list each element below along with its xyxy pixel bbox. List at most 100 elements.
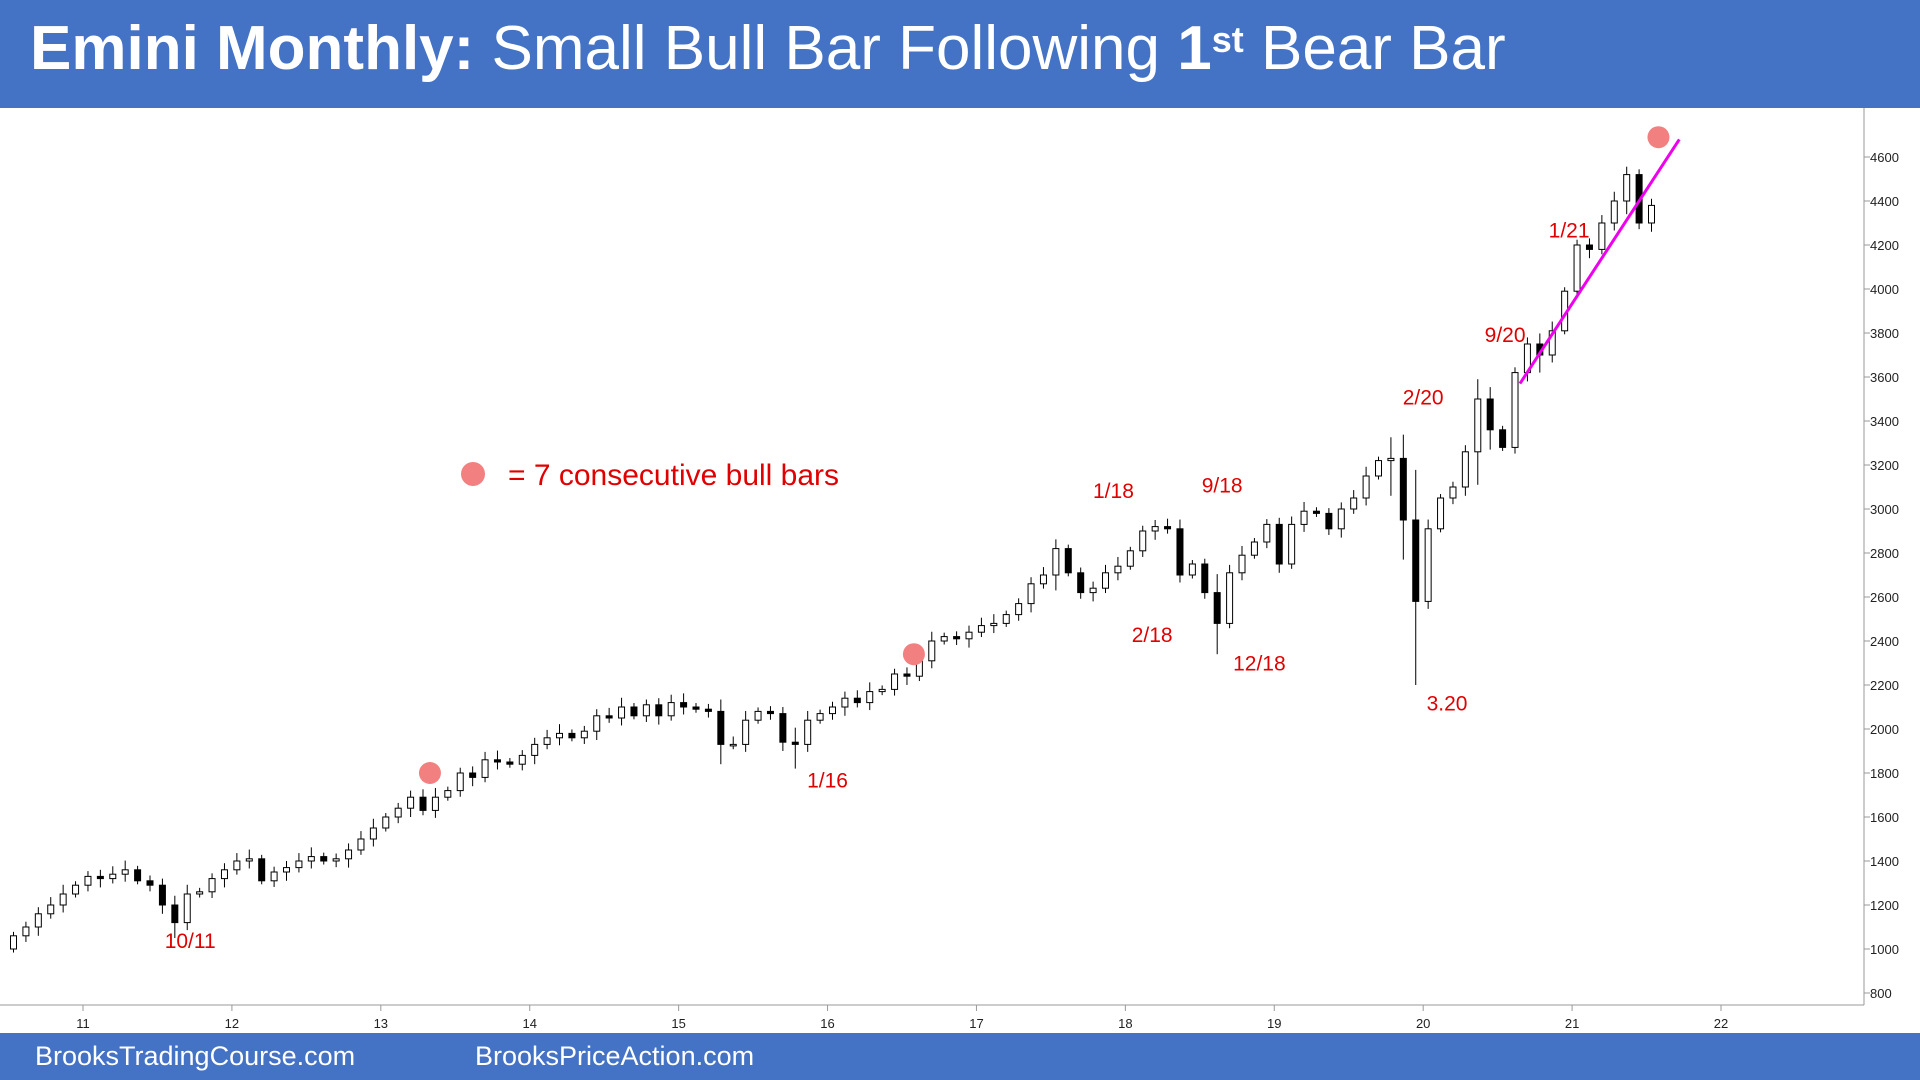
bull-bar (307, 856, 315, 862)
bear-bar (146, 880, 154, 886)
bull-bar (47, 904, 55, 915)
candle (940, 632, 948, 645)
bull-bar (1114, 565, 1122, 574)
candle (121, 860, 129, 882)
candle (692, 703, 700, 713)
candle (10, 931, 18, 953)
bull-bar (1437, 497, 1445, 530)
bear-bar (766, 710, 774, 715)
candle (1002, 610, 1010, 627)
y-tick-label: 800 (1870, 986, 1892, 1001)
y-tick-label: 3800 (1870, 326, 1899, 341)
bear-bar (779, 713, 787, 743)
candle (953, 631, 961, 645)
footer-site-left[interactable]: BrooksTradingCourse.com (35, 1041, 356, 1071)
candle (1164, 518, 1172, 534)
header-bar: Emini Monthly: Small Bull Bar Following … (0, 0, 1920, 108)
bull-bar (1126, 550, 1134, 567)
bull-bar (345, 849, 353, 860)
candle (1102, 564, 1110, 594)
bull-bar (1139, 530, 1147, 552)
bull-bar (1648, 204, 1656, 224)
bull-bar (220, 869, 228, 880)
candle (556, 724, 564, 746)
candle (717, 699, 725, 765)
bull-bar (1573, 244, 1581, 292)
candle (618, 697, 626, 726)
candle (270, 866, 278, 887)
bear-bar (1176, 528, 1184, 576)
candle (1499, 425, 1507, 451)
x-tick-label: 16 (820, 1016, 834, 1031)
footer-site-right[interactable]: BrooksPriceAction.com (475, 1041, 755, 1071)
y-tick-label: 2600 (1870, 590, 1899, 605)
bull-bar (382, 816, 390, 829)
bear-bar (171, 904, 179, 924)
bull-bar (891, 673, 899, 690)
candle (1312, 507, 1320, 517)
candle (1350, 490, 1358, 514)
bear-bar (1325, 512, 1333, 530)
date-annotation: 1/16 (807, 769, 848, 792)
candle (779, 707, 787, 751)
candle (1151, 520, 1159, 540)
bear-bar (1164, 526, 1172, 530)
candle (34, 907, 42, 936)
bull-bar (754, 710, 762, 721)
bull-bar (59, 893, 67, 906)
candle (1300, 501, 1308, 532)
candle (320, 852, 328, 865)
candle (1623, 166, 1631, 215)
candle (630, 703, 638, 720)
candle (680, 693, 688, 715)
date-annotation: 1/21 (1549, 219, 1590, 242)
y-tick-label: 1000 (1870, 942, 1899, 957)
bull-bar (1623, 174, 1631, 202)
x-tick-label: 15 (671, 1016, 685, 1031)
candle (22, 921, 30, 942)
bull-bar (804, 719, 812, 745)
candle (1114, 556, 1122, 581)
y-tick-label: 4400 (1870, 194, 1899, 209)
bear-bar (493, 759, 501, 763)
candle (1337, 502, 1345, 538)
bull-bar (332, 858, 340, 862)
bull-bar-marker (902, 643, 925, 666)
x-tick-label: 21 (1565, 1016, 1579, 1031)
candle (220, 863, 228, 888)
candle (1238, 545, 1246, 581)
candle (1399, 434, 1407, 560)
bull-bar (394, 807, 402, 818)
bull-bar (1548, 330, 1556, 356)
bull-bar (543, 737, 551, 745)
x-tick-label: 20 (1416, 1016, 1430, 1031)
bull-bar (1337, 508, 1345, 530)
bull-bar (1250, 541, 1258, 556)
bull-bar (1188, 563, 1196, 576)
candle (766, 706, 774, 720)
date-annotation: 12/18 (1233, 653, 1286, 676)
candle (196, 887, 204, 898)
title-rest: Small Bull Bar Following (491, 14, 1178, 83)
date-annotation: 2/18 (1132, 624, 1173, 647)
bull-bar (1461, 451, 1469, 488)
bull-bar (1387, 457, 1395, 462)
candles (10, 166, 1656, 953)
candle (1362, 466, 1370, 506)
candle (369, 818, 377, 847)
plot-frame (0, 108, 1865, 1006)
y-tick-label: 1600 (1870, 810, 1899, 825)
title-ordinal: 1 (1177, 14, 1212, 83)
bull-bar (729, 743, 737, 747)
page-title: Emini Monthly: Small Bull Bar Following … (30, 18, 1506, 80)
bull-bar (444, 790, 452, 798)
bear-bar (1499, 429, 1507, 448)
bull-bar (84, 875, 92, 886)
y-tick-label: 2000 (1870, 722, 1899, 737)
candle (891, 668, 899, 696)
bear-bar (692, 706, 700, 710)
x-tick-label: 19 (1267, 1016, 1281, 1031)
title-bold: Emini Monthly: (30, 14, 475, 83)
bear-bar (717, 710, 725, 745)
candle (1275, 517, 1283, 573)
